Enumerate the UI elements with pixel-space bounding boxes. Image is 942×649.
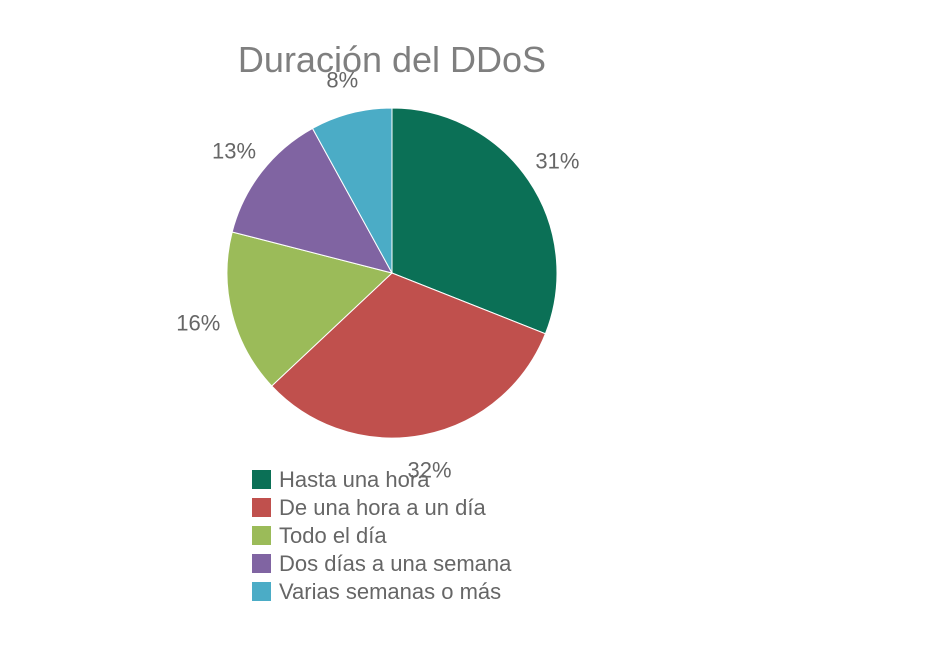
data-label-todo-el-dia: 16% [176,311,220,336]
data-label-de-una-hora-a-un-dia: 32% [407,458,451,483]
pie-slice-varias-semanas-o-mas [311,107,393,274]
data-label-dos-dias-a-una-semana: 13% [212,138,256,163]
legend: Hasta una hora De una hora a un día Todo e… [252,467,512,604]
data-label-hasta-una-hora: 31% [535,149,579,174]
legend-label-varias-semanas-o-mas: Varias semanas o más [279,579,501,604]
pie-slice-hasta-una-hora [391,107,558,335]
legend-label-de-una-hora-a-un-dia: De una hora a un día [279,495,486,520]
legend-label-todo-el-dia: Todo el día [279,523,387,548]
legend-swatch-dos-dias-a-una-semana [252,554,271,573]
legend-label-hasta-una-hora: Hasta una hora [279,467,430,492]
legend-swatch-todo-el-dia [252,526,271,545]
slice-labels: 31% 32% 16% 13% 8% [176,67,579,482]
legend-swatch-hasta-una-hora [252,470,271,489]
pie-slice-dos-dias-a-una-semana [231,127,393,274]
pie-slice-todo-el-dia [226,231,394,387]
pie-slice-de-una-hora-a-un-dia [271,272,547,439]
data-label-varias-semanas-o-mas: 8% [326,67,358,92]
pie-slices [226,107,558,439]
legend-swatch-de-una-hora-a-un-dia [252,498,271,517]
chart-title: Duración del DDoS [238,39,546,80]
legend-swatch-varias-semanas-o-mas [252,582,271,601]
legend-label-dos-dias-a-una-semana: Dos días a una semana [279,551,512,576]
